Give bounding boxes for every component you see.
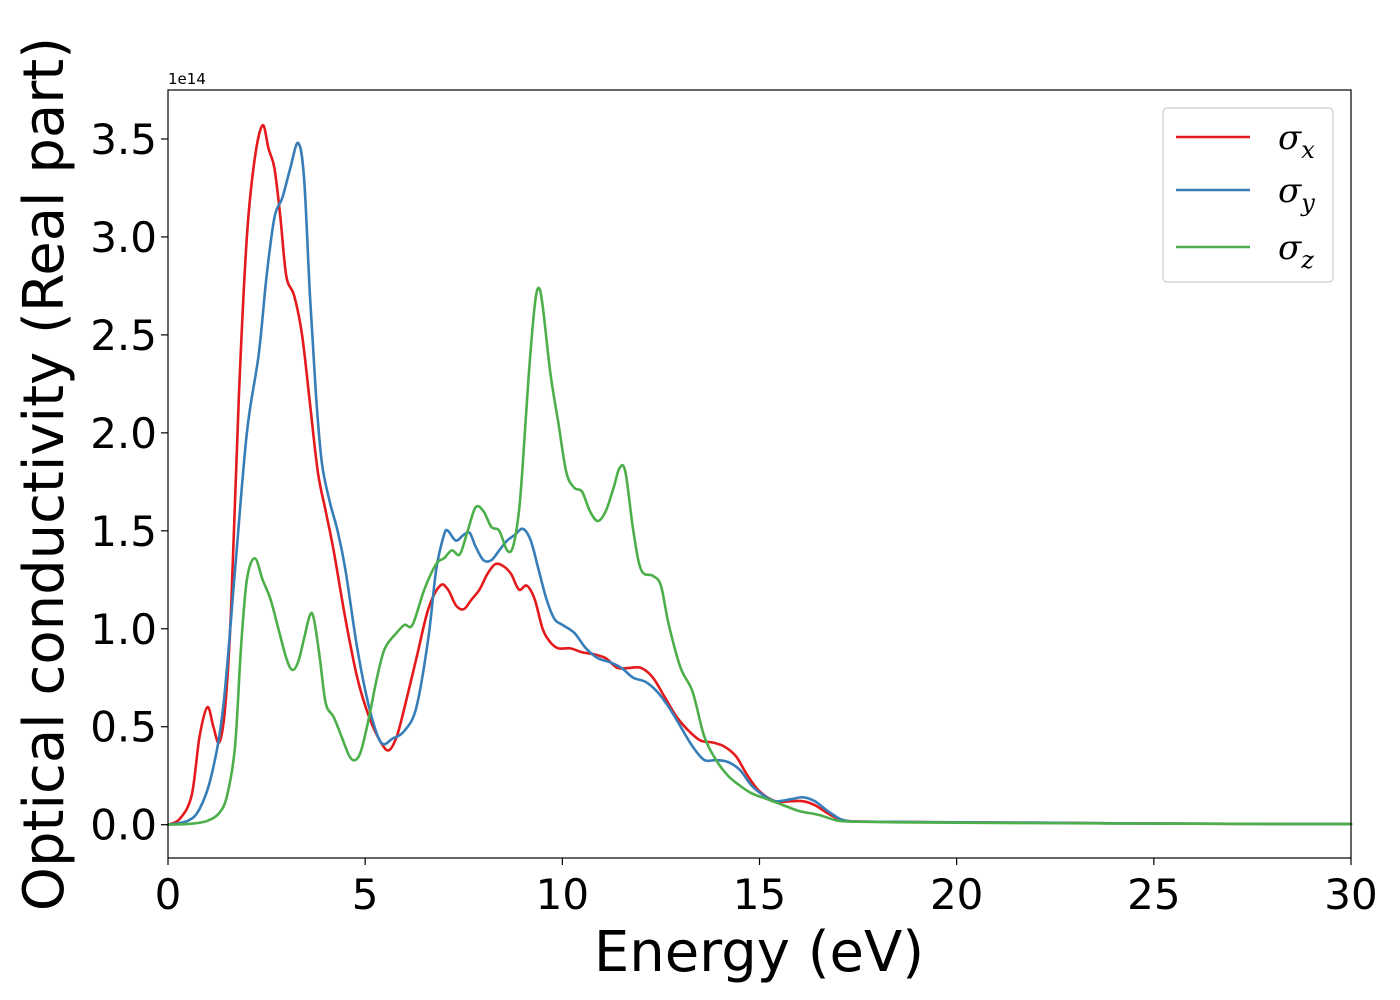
- x-tick-label: 30: [1324, 870, 1377, 919]
- x-axis: 0 5 10 15 20 25 30: [155, 858, 1378, 919]
- legend-label-sigma-y: σy: [1278, 171, 1315, 217]
- x-axis-label: Energy (eV): [594, 920, 924, 985]
- y-tick-label: 3.0: [90, 213, 157, 262]
- x-tick-label: 5: [352, 870, 379, 919]
- x-tick-label: 20: [930, 870, 983, 919]
- series-layer: [166, 123, 1353, 826]
- y-offset-label: 1e14: [168, 70, 206, 88]
- y-tick-label: 1.0: [90, 605, 157, 654]
- y-tick-label: 2.5: [90, 311, 157, 360]
- legend-frame: [1162, 107, 1334, 283]
- x-tick-label: 10: [536, 870, 589, 919]
- y-tick-label: 2.0: [90, 409, 157, 458]
- x-tick-label: 0: [155, 870, 182, 919]
- y-axis: 0.0 0.5 1.0 1.5 2.0 2.5 3.0 3.5: [90, 115, 168, 850]
- y-tick-label: 0.0: [90, 801, 157, 850]
- series-line-sigma-y: [166, 141, 1353, 826]
- y-tick-label: 0.5: [90, 703, 157, 752]
- x-tick-label: 25: [1127, 870, 1180, 919]
- x-tick-label: 15: [733, 870, 786, 919]
- series-line-sigma-z: [166, 286, 1353, 826]
- y-axis-label: Optical conductivity (Real part): [12, 37, 77, 911]
- y-tick-label: 1.5: [90, 507, 157, 556]
- y-tick-label: 3.5: [90, 115, 157, 164]
